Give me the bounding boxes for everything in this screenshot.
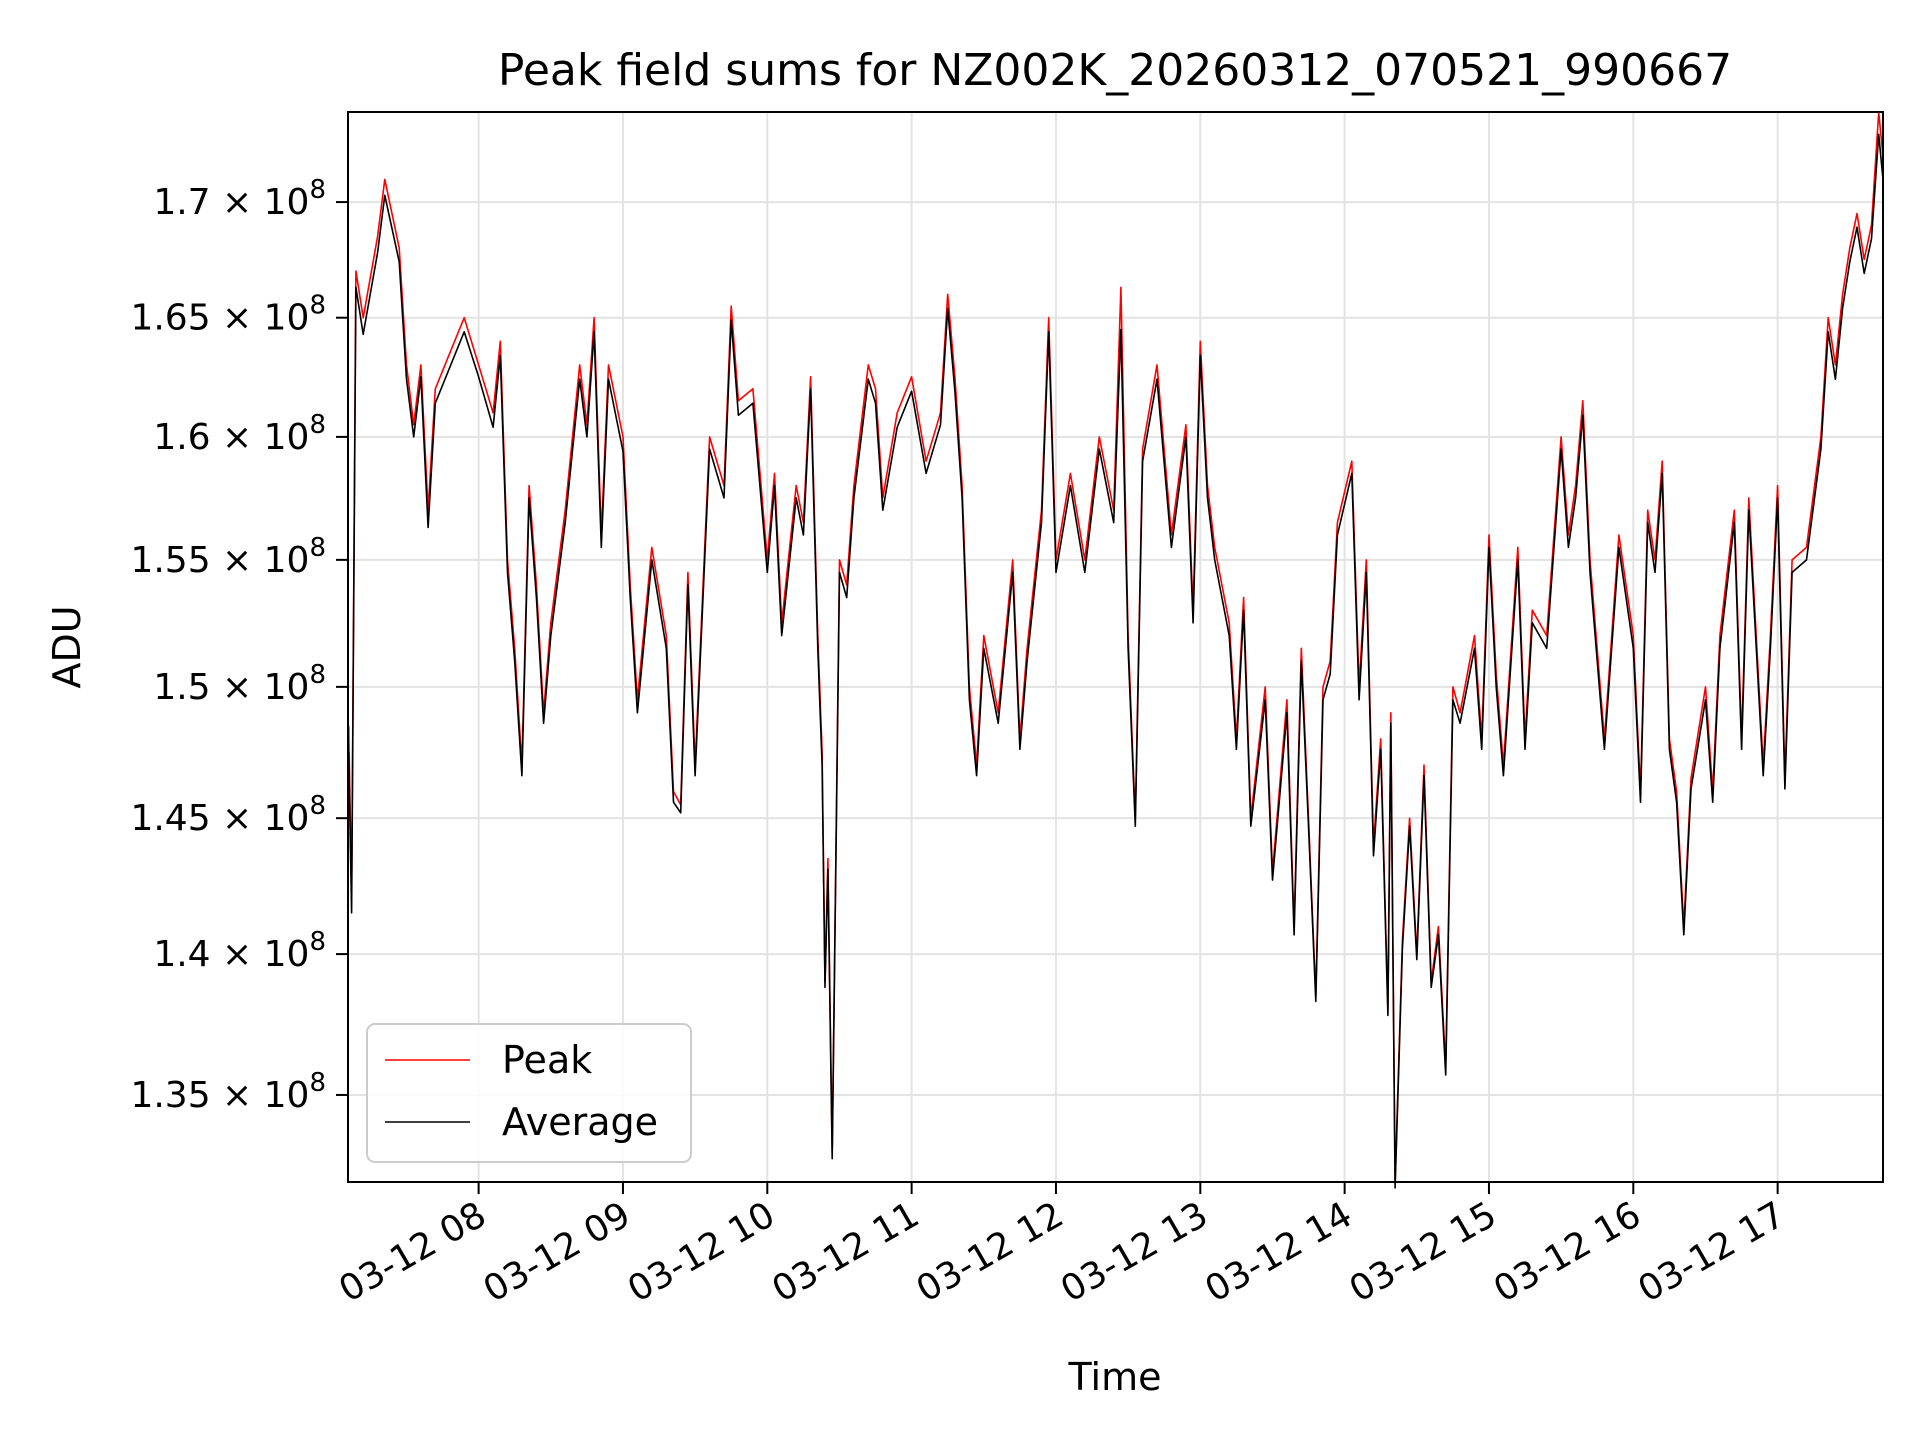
series-lines (347, 111, 1884, 1189)
x-axis-label: Time (1068, 1355, 1162, 1399)
series-line-average (347, 133, 1884, 1189)
gridlines (348, 112, 1883, 1182)
y-tick-exponent: 8 (309, 533, 326, 563)
y-tick-exponent: 8 (309, 291, 326, 321)
y-tick-label: 1.35 × 108 (130, 1068, 326, 1116)
y-tick-label: 1.5 × 108 (153, 660, 326, 708)
legend-box (366, 1023, 692, 1163)
legend-peak-label: Peak (502, 1038, 592, 1082)
y-axis-label: ADU (45, 605, 89, 688)
y-tick-mantissa: 1.7 × 10 (153, 182, 309, 223)
y-tick-exponent: 8 (309, 927, 326, 957)
y-tick-mantissa: 1.35 × 10 (130, 1075, 309, 1116)
y-tick-exponent: 8 (309, 660, 326, 690)
chart-title: Peak field sums for NZ002K_20260312_0705… (498, 45, 1732, 96)
y-tick-label: 1.4 × 108 (153, 927, 326, 975)
y-tick-label: 1.6 × 108 (153, 410, 326, 458)
legend-average-label: Average (502, 1100, 658, 1144)
y-tick-exponent: 8 (309, 1068, 326, 1098)
y-tick-label: 1.55 × 108 (130, 533, 326, 581)
y-tick-exponent: 8 (309, 410, 326, 440)
y-tick-label: 1.7 × 108 (153, 175, 326, 223)
y-tick-mantissa: 1.45 × 10 (130, 798, 309, 839)
y-tick-mantissa: 1.5 × 10 (153, 667, 309, 708)
plot-frame (347, 111, 1884, 1183)
y-tick-exponent: 8 (309, 791, 326, 821)
y-tick-label: 1.65 × 108 (130, 291, 326, 339)
y-tick-mantissa: 1.6 × 10 (153, 417, 309, 458)
y-tick-mantissa: 1.65 × 10 (130, 298, 309, 339)
legend: Peak Average (366, 1023, 692, 1163)
y-tick-mantissa: 1.55 × 10 (130, 540, 309, 581)
y-tick-mantissa: 1.4 × 10 (153, 934, 309, 975)
y-tick-exponent: 8 (309, 175, 326, 205)
y-tick-label: 1.45 × 108 (130, 791, 326, 839)
